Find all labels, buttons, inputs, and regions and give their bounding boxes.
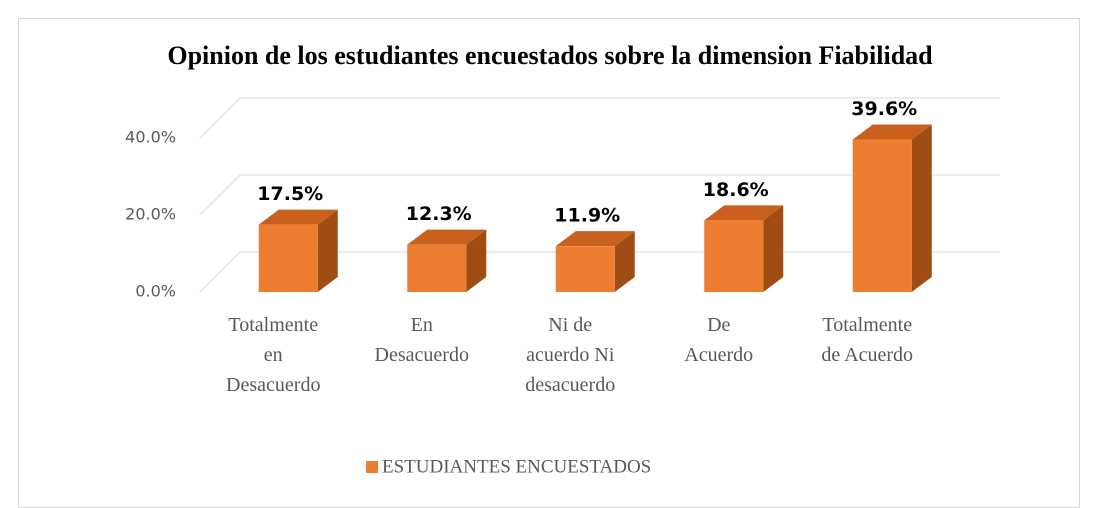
- chart-title: Opinion de los estudiantes encuestados s…: [167, 41, 933, 70]
- x-tick-label: Ni de acuerdo Ni desacuerdo: [525, 314, 616, 396]
- bar-side: [614, 231, 635, 292]
- bar-top: [258, 209, 338, 225]
- x-tick-label: De Acuerdo: [684, 314, 754, 366]
- legend-label: ESTUDIANTES ENCUESTADOS: [382, 456, 651, 477]
- bar-top: [555, 231, 635, 247]
- bar-top: [852, 124, 932, 140]
- bar-side: [466, 229, 487, 292]
- bar-side: [763, 205, 784, 292]
- y-tick-label: 0.0%: [135, 282, 176, 301]
- bar: [704, 220, 764, 292]
- bar-side: [317, 209, 338, 292]
- data-label: 17.5%: [257, 183, 323, 205]
- bar-top: [407, 229, 487, 245]
- data-label: 39.6%: [851, 98, 917, 120]
- legend-swatch: [366, 461, 378, 473]
- y-tick-label: 20.0%: [125, 205, 176, 224]
- bar: [258, 224, 318, 292]
- data-label: 12.3%: [406, 203, 472, 225]
- data-label: 18.6%: [703, 179, 769, 201]
- y-tick-label: 40.0%: [125, 128, 176, 147]
- bar: [852, 139, 912, 292]
- x-tick-label: Totalmente en Desacuerdo: [226, 314, 321, 396]
- bar-side: [911, 124, 932, 292]
- x-tick-label: En Desacuerdo: [374, 314, 469, 366]
- bar: [555, 246, 615, 292]
- bar-top: [704, 205, 784, 221]
- x-tick-label: Totalmente de Acuerdo: [821, 314, 914, 366]
- bar: [407, 244, 467, 292]
- grid-line: [199, 97, 1000, 139]
- grid-line: [199, 174, 1000, 216]
- data-label: 11.9%: [554, 205, 620, 227]
